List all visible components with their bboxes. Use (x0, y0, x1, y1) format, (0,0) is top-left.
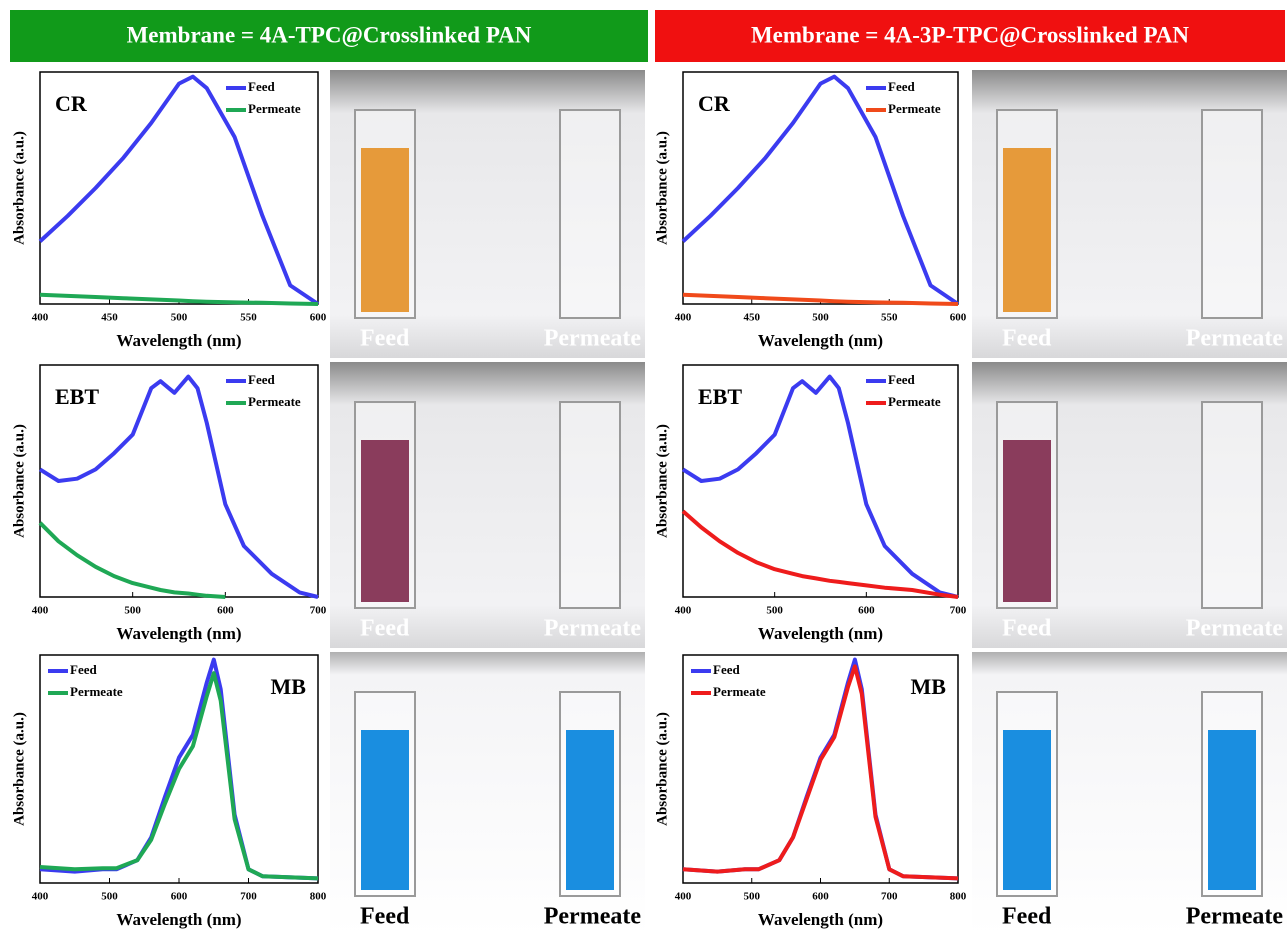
cuvette (560, 402, 620, 608)
photo-label: Feed (360, 904, 410, 930)
x-tick-label: 400 (675, 891, 692, 903)
x-tick-label: 500 (101, 891, 118, 903)
y-axis-label: Absorbance (a.u.) (654, 131, 670, 245)
x-tick-label: 450 (744, 312, 761, 324)
legend-label: Permeate (888, 101, 941, 116)
x-tick-label: 500 (171, 312, 188, 324)
cuvette (560, 110, 620, 318)
x-tick-label: 500 (744, 891, 761, 903)
photo-label: Permeate (544, 616, 642, 642)
x-tick-label: 400 (32, 605, 49, 617)
series-line (40, 523, 225, 597)
cuvette-liquid (1003, 730, 1051, 890)
legend-label: Feed (70, 662, 97, 677)
x-tick-label: 600 (858, 605, 875, 617)
legend-label: Feed (248, 79, 275, 94)
legend-label: Permeate (248, 394, 301, 409)
x-tick-label: 600 (171, 891, 188, 903)
legend-label: Feed (888, 372, 915, 387)
x-tick-label: 400 (32, 891, 49, 903)
cuvette-liquid (1208, 730, 1256, 890)
x-tick-label: 550 (881, 312, 898, 324)
x-tick-label: 800 (950, 891, 967, 903)
series-line (683, 511, 958, 597)
x-tick-label: 600 (950, 312, 967, 324)
x-tick-label: 400 (32, 312, 49, 324)
x-tick-label: 700 (240, 891, 257, 903)
legend-label: Permeate (70, 684, 123, 699)
legend-label: Permeate (888, 394, 941, 409)
x-tick-label: 600 (812, 891, 829, 903)
y-axis-label: Absorbance (a.u.) (654, 712, 670, 826)
photo-label: Feed (360, 326, 410, 352)
x-tick-label: 450 (101, 312, 118, 324)
x-tick-label: 550 (240, 312, 257, 324)
x-tick-label: 500 (812, 312, 829, 324)
legend-label: Feed (713, 662, 740, 677)
annotation: MB (911, 674, 947, 699)
cuvette-liquid (361, 730, 409, 890)
photo-label: Permeate (544, 904, 642, 930)
photo-label: Permeate (1186, 326, 1284, 352)
x-tick-label: 800 (310, 891, 327, 903)
y-axis-label: Absorbance (a.u.) (11, 712, 27, 826)
annotation: MB (271, 674, 307, 699)
legend-label: Feed (248, 372, 275, 387)
photo-label: Permeate (1186, 616, 1284, 642)
x-tick-label: 500 (124, 605, 141, 617)
cuvette-liquid (566, 730, 614, 890)
x-tick-label: 400 (675, 605, 692, 617)
series-line (40, 377, 318, 597)
x-axis-label: Wavelength (nm) (758, 910, 883, 929)
photo-label: Permeate (1186, 904, 1284, 930)
photo-label: Feed (1002, 326, 1052, 352)
x-axis-label: Wavelength (nm) (116, 331, 241, 350)
x-tick-label: 600 (310, 312, 327, 324)
cuvette (1202, 110, 1262, 318)
figure: Membrane = 4A-TPC@Crosslinked PAN Membra… (0, 0, 1287, 936)
cuvette (1202, 402, 1262, 608)
legend-label: Feed (888, 79, 915, 94)
photo-label: Feed (360, 616, 410, 642)
legend-label: Permeate (248, 101, 301, 116)
x-tick-label: 500 (766, 605, 783, 617)
photo-label: Permeate (544, 326, 642, 352)
y-axis-label: Absorbance (a.u.) (654, 424, 670, 538)
photo-label: Feed (1002, 904, 1052, 930)
cuvette-liquid (1003, 440, 1051, 602)
x-tick-label: 700 (310, 605, 327, 617)
annotation: CR (55, 91, 88, 116)
header: Membrane = 4A-TPC@Crosslinked PAN (127, 22, 532, 48)
series-line (40, 673, 318, 878)
x-axis-label: Wavelength (nm) (758, 624, 883, 643)
legend-label: Permeate (713, 684, 766, 699)
photo-label: Feed (1002, 616, 1052, 642)
x-tick-label: 700 (881, 891, 898, 903)
y-axis-label: Absorbance (a.u.) (11, 131, 27, 245)
x-tick-label: 400 (675, 312, 692, 324)
cuvette-liquid (361, 148, 409, 312)
annotation: EBT (698, 384, 742, 409)
annotation: CR (698, 91, 731, 116)
x-axis-label: Wavelength (nm) (116, 624, 241, 643)
series-line (683, 377, 958, 597)
x-axis-label: Wavelength (nm) (116, 910, 241, 929)
annotation: EBT (55, 384, 99, 409)
cuvette-liquid (1003, 148, 1051, 312)
cuvette-liquid (361, 440, 409, 602)
x-axis-label: Wavelength (nm) (758, 331, 883, 350)
x-tick-label: 600 (217, 605, 234, 617)
x-tick-label: 700 (950, 605, 967, 617)
header: Membrane = 4A-3P-TPC@Crosslinked PAN (751, 22, 1189, 48)
y-axis-label: Absorbance (a.u.) (11, 424, 27, 538)
